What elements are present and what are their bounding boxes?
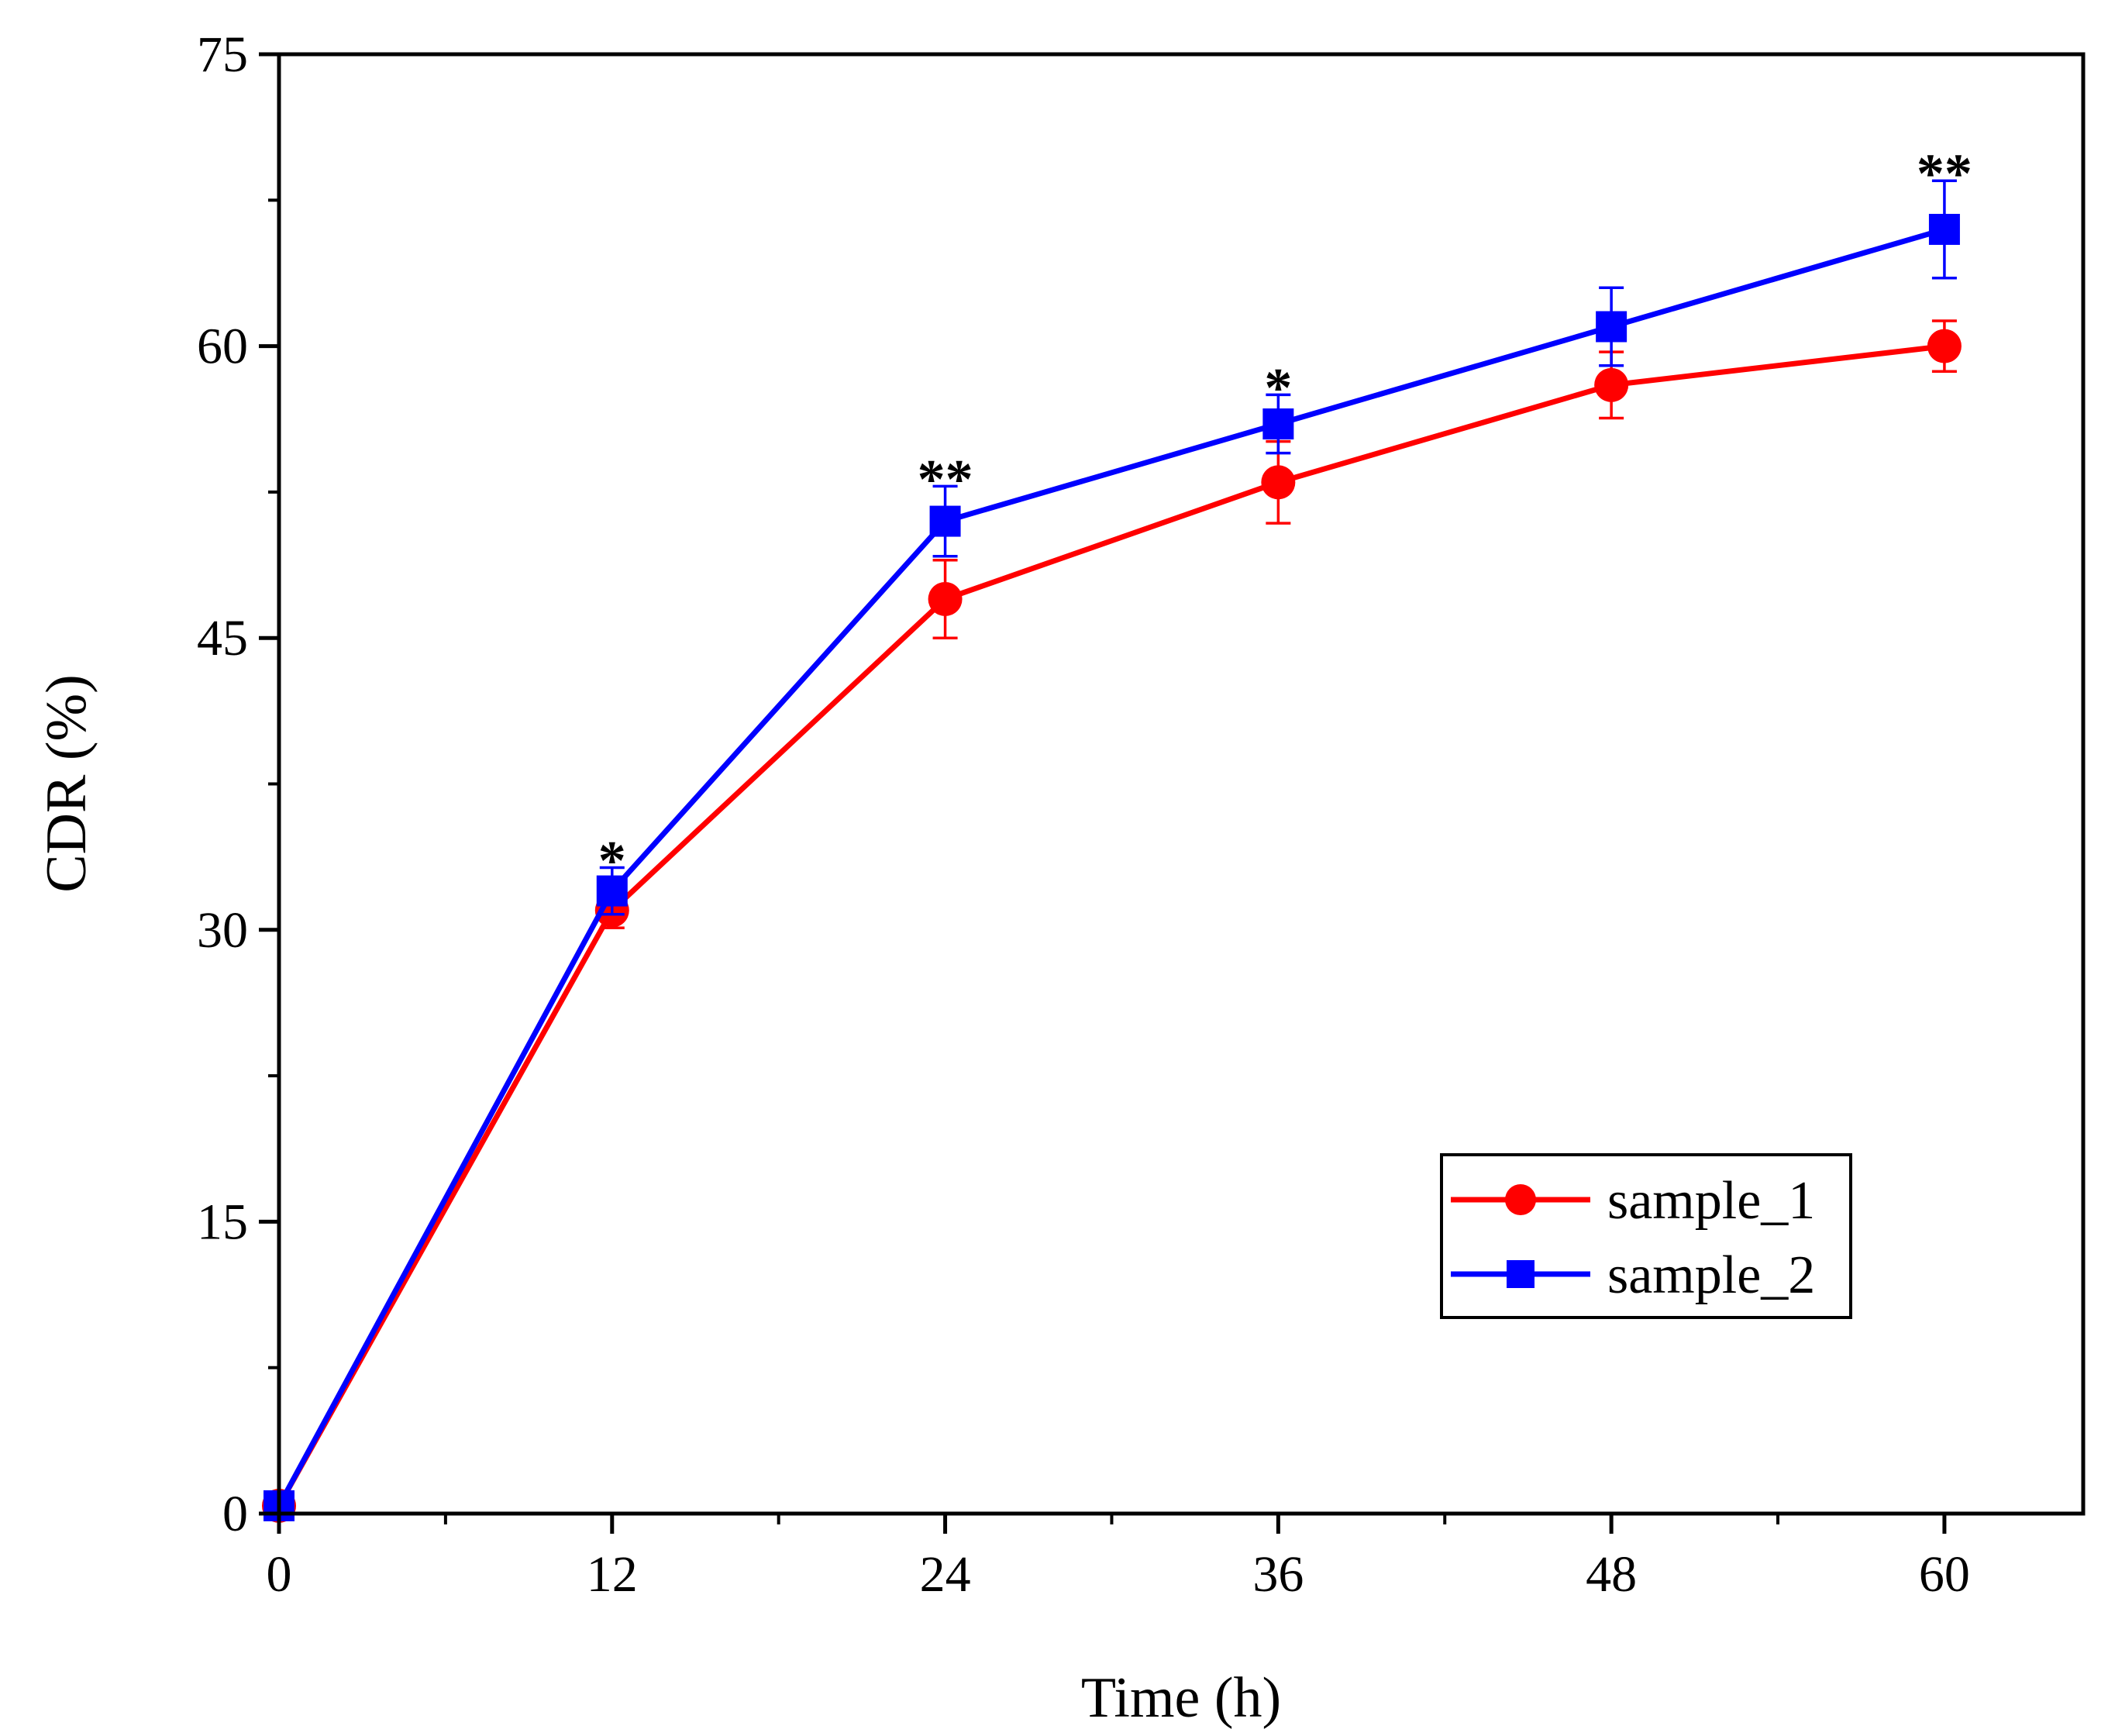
y-tick-label-0: 0: [222, 1486, 248, 1542]
series-line-sample_2: [276, 226, 1945, 1507]
point-sample_2-24: [929, 505, 961, 537]
annotation-layer: ******: [598, 143, 1972, 891]
point-sample_2-36: [1262, 408, 1294, 440]
significance-marker-60h: **: [1917, 143, 1972, 205]
legend-marker-sample-1: [1505, 1184, 1536, 1215]
legend-box: [1440, 1153, 1852, 1319]
point-sample_2-12: [596, 875, 628, 907]
legend: sample_1 sample_2: [1440, 1153, 1852, 1319]
point-sample_1-60: [1927, 329, 1962, 363]
y-tick-label-30: 30: [197, 902, 248, 959]
series-line-sample_1: [276, 343, 1945, 1507]
legend-marker-sample-2: [1507, 1260, 1534, 1288]
point-sample_2-48: [1596, 311, 1628, 343]
x-tick-label-0: 0: [267, 1546, 292, 1603]
x-axis-title: Time (h): [1081, 1666, 1281, 1730]
y-tick-label-75: 75: [197, 26, 248, 83]
y-tick-label-15: 15: [197, 1194, 248, 1250]
axes-layer: 0 12 24 36 48 60 0 15 30 45 60 75: [197, 26, 1970, 1603]
point-sample_1-48: [1594, 367, 1629, 402]
point-sample_1-24: [928, 581, 963, 616]
significance-marker-12h: *: [598, 829, 626, 891]
x-tick-label-12: 12: [587, 1546, 638, 1603]
x-tick-label-24: 24: [920, 1546, 971, 1603]
series-sample_2: [264, 179, 1960, 1521]
y-tick-label-60: 60: [197, 319, 248, 375]
y-tick-label-45: 45: [197, 610, 248, 666]
x-tick-label-48: 48: [1586, 1546, 1637, 1603]
y-axis-title: CDR (%): [35, 674, 98, 893]
legend-label-sample-2: sample_2: [1607, 1245, 1815, 1305]
x-tick-label-60: 60: [1919, 1546, 1970, 1603]
significance-marker-24h: **: [918, 448, 973, 510]
significance-marker-36h: *: [1264, 356, 1292, 418]
x-tick-label-36: 36: [1252, 1546, 1304, 1603]
legend-label-sample-1: sample_1: [1607, 1171, 1815, 1231]
point-sample_1-36: [1261, 465, 1296, 500]
point-sample_2-60: [1928, 213, 1960, 245]
